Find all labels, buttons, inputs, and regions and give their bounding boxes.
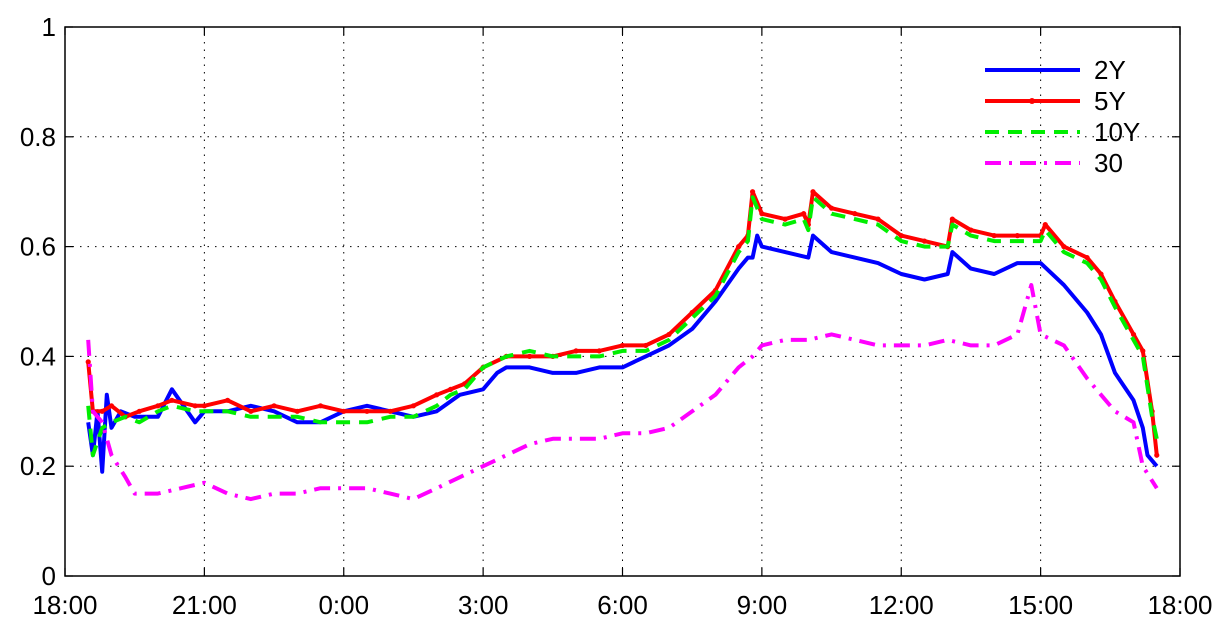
series-point-5y (1098, 271, 1104, 277)
y-tick-label: 1 (42, 12, 56, 42)
series-point-5y (192, 403, 198, 409)
x-tick-label: 3:00 (458, 590, 509, 620)
series-point-5y (294, 408, 300, 414)
series-point-5y (387, 408, 393, 414)
series-point-5y (201, 403, 207, 409)
series-point-5y (99, 408, 105, 414)
series-point-5y (828, 205, 835, 211)
legend-label-2y: 2Y (1094, 55, 1126, 85)
x-tick-label: 18:00 (1147, 590, 1212, 620)
series-point-5y (875, 216, 881, 222)
series-point-5y (852, 211, 858, 217)
x-tick-label: 12:00 (869, 590, 934, 620)
legend-label-30: 30 (1094, 148, 1123, 178)
series-point-5y (759, 211, 765, 217)
series-lines (85, 189, 1160, 502)
axis-ticks: 18:00 21:00 0:00 3:00 6:00 9:00 12:00 15:00 18:0… (20, 12, 1213, 620)
series-point-5y (666, 331, 672, 338)
series-point-5y (801, 211, 807, 217)
series-point-5y (643, 342, 649, 349)
series-point-5y (1140, 348, 1146, 354)
series-point-5y (1042, 222, 1048, 228)
legend-marker-5y (1029, 98, 1035, 104)
series-line-10y (86, 195, 1159, 458)
series-point-5y (782, 216, 788, 222)
series-point-5y (1154, 452, 1160, 458)
grid (65, 27, 1180, 576)
series-point-5y (689, 309, 695, 316)
series-line-2y (86, 233, 1159, 474)
series-point-5y (108, 403, 115, 409)
series-point-5y (991, 233, 997, 239)
x-tick-label: 18:00 (32, 590, 97, 620)
plot-frame (64, 26, 1181, 577)
y-tick-label: 0.2 (20, 451, 56, 481)
series-point-5y (1084, 254, 1090, 261)
x-tick-label: 15:00 (1008, 590, 1073, 620)
series-point-5y (1014, 233, 1020, 239)
series-point-5y (317, 403, 324, 409)
series-point-5y (410, 403, 417, 409)
series-point-5y (596, 348, 602, 354)
series-point-5y (225, 397, 231, 403)
series-point-5y (898, 233, 904, 239)
series-line-30 (86, 283, 1159, 502)
x-tick-label: 6:00 (597, 590, 648, 620)
series-point-5y (85, 359, 91, 365)
series-point-5y (736, 244, 742, 250)
y-tick-label: 0.4 (20, 341, 56, 371)
series-point-5y (526, 353, 533, 359)
series-point-5y (169, 397, 175, 403)
series-point-5y (619, 342, 626, 349)
series-point-5y (949, 216, 955, 222)
x-tick-label: 21:00 (172, 590, 237, 620)
x-tick-label: 0:00 (318, 590, 369, 620)
y-tick-label: 0 (42, 561, 56, 591)
legend-label-5y: 5Y (1094, 86, 1126, 116)
series-point-5y (341, 408, 347, 414)
series-point-5y (1061, 244, 1067, 250)
series-point-5y (573, 348, 579, 354)
series-point-5y (810, 189, 816, 195)
legend-label-10y: 10Y (1094, 117, 1140, 147)
series-point-5y (271, 403, 277, 409)
series-point-5y (921, 238, 928, 244)
series-point-5y (448, 386, 454, 392)
series-point-5y (434, 392, 440, 398)
series-point-5y (968, 227, 974, 233)
series-point-5y (749, 189, 756, 195)
series-point-5y (248, 408, 254, 414)
x-tick-label: 9:00 (737, 590, 788, 620)
series-point-5y (155, 403, 161, 409)
y-tick-label: 0.6 (20, 232, 56, 262)
series-point-5y (364, 408, 370, 414)
series-point-5y (136, 408, 142, 414)
y-tick-label: 0.8 (20, 122, 56, 152)
series-point-5y (1130, 331, 1137, 338)
